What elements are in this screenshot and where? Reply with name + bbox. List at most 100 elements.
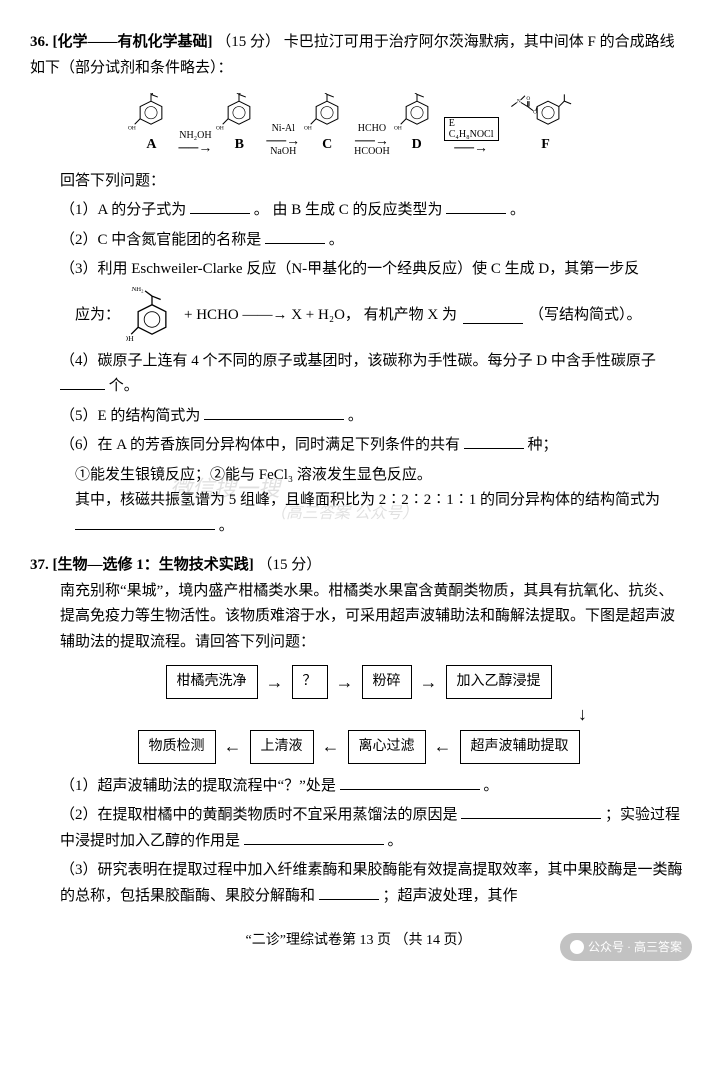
svg-text:O: O — [533, 109, 537, 115]
q36-3-pre: 应为： — [75, 303, 120, 329]
q37-points: （15 分） — [258, 557, 322, 573]
arrow-icon: ← — [434, 731, 452, 762]
q36-4-text-b: 个。 — [109, 378, 139, 394]
reagent-3-bot: HCOOH — [354, 146, 390, 157]
q36-3-post: （写结构简式）。 — [529, 303, 642, 329]
arrow-icon: ──→ — [454, 141, 488, 156]
question-37: 37. [生物—选修 1：生物技术实践] （15 分） 南充别称“果城”，境内盛… — [30, 553, 687, 909]
arrow-4: EC₄H₈NOCl ──→ — [444, 117, 499, 156]
blank — [265, 228, 325, 244]
flow-row-1: 柑橘壳洗净 → ？ → 粉碎 → 加入乙醇浸提 — [30, 665, 687, 699]
flow-box-4: 加入乙醇浸提 — [446, 665, 552, 699]
flow-box-2: ？ — [292, 665, 328, 699]
blank — [461, 803, 601, 819]
structure-C-inline: NH₂ OH — [126, 287, 178, 345]
q36-1-text-c: 。 — [510, 202, 525, 218]
flow-chart: 柑橘壳洗净 → ？ → 粉碎 → 加入乙醇浸提 ↓ 物质检测 ← 上清液 ← 离… — [30, 665, 687, 763]
q36-6-text-a: （6）在 A 的芳香族同分异构体中，同时满足下列条件的共有 — [60, 437, 460, 453]
label-C: C — [322, 133, 332, 157]
label-D: D — [412, 133, 422, 157]
blank — [190, 198, 250, 214]
svg-text:NH₂: NH₂ — [131, 287, 144, 293]
svg-text:OH: OH — [126, 334, 134, 343]
structure-B-icon: NOH OH — [216, 93, 262, 131]
arrow-icon: ← — [322, 731, 340, 762]
blank — [464, 433, 524, 449]
svg-text:OH: OH — [216, 126, 224, 131]
flow-box-1: 柑橘壳洗净 — [166, 665, 258, 699]
q36-1-text-a: （1）A 的分子式为 — [60, 202, 186, 218]
inline-struct-icon: NH₂ OH — [126, 287, 178, 345]
compound-B: NOH OH B — [216, 93, 262, 157]
blank — [319, 884, 379, 900]
structure-D-icon: N OH — [394, 93, 440, 131]
q36-4-text-a: （4）碳原子上连有 4 个不同的原子或基团时，该碳称为手性碳。每分子 D 中含手… — [60, 353, 656, 369]
q36-6-text-b: 种； — [528, 437, 558, 453]
arrow-icon: ──→ — [178, 141, 212, 156]
q36-number: 36. — [30, 34, 49, 50]
svg-text:O: O — [526, 96, 530, 102]
q37-1-text-a: （1）超声波辅助法的提取流程中“？”处是 — [60, 778, 336, 794]
q37-number: 37. — [30, 557, 49, 573]
flow-box-3: 粉碎 — [362, 665, 412, 699]
q36-2: （2）C 中含氮官能团的名称是 。 — [30, 228, 687, 254]
q36-2-text-b: 。 — [329, 232, 344, 248]
flow-down-arrow: ↓ — [30, 709, 687, 720]
label-A: A — [146, 133, 156, 157]
q37-1-text-b: 。 — [483, 778, 498, 794]
q37-3: （3）研究表明在提取过程中加入纤维素酶和果胶酶能有效提高提取效率，其中果胶酶是一… — [30, 858, 687, 909]
arrow-icon: → — [266, 667, 284, 698]
q37-2: （2）在提取柑橘中的黄酮类物质时不宜采用蒸馏法的原因是 ；实验过程中浸提时加入乙… — [30, 803, 687, 854]
q36-1-text-b: 。 由 B 生成 C 的反应类型为 — [254, 202, 443, 218]
q36-tag: [化学——有机化学基础] — [53, 34, 213, 50]
arrow-icon: → — [336, 667, 354, 698]
compound-C: NH₂ OH C — [304, 93, 350, 157]
arrow-2: Ni-Al ──→ NaOH — [266, 123, 300, 156]
q36-header: 36. [化学——有机化学基础] （15 分） 卡巴拉汀可用于治疗阿尔茨海默病，… — [30, 30, 687, 81]
wechat-icon — [570, 940, 584, 954]
q36-5: （5）E 的结构简式为 。 — [30, 404, 687, 430]
svg-text:OH: OH — [128, 126, 136, 131]
label-B: B — [235, 133, 244, 157]
q36-3-mid: + HCHO ——→ X + H₂O， 有机产物 X 为 — [184, 303, 457, 329]
flow-box-6: 离心过滤 — [348, 730, 426, 764]
blank — [340, 774, 480, 790]
compound-D: N OH D — [394, 93, 440, 157]
q36-6-text-d: 其中，核磁共振氢谱为 5 组峰，且峰面积比为 2∶2∶2∶1∶1 的同分异构体的… — [75, 492, 660, 508]
q36-3-eq: 应为： NH₂ OH + HCHO ——→ X + H₂O， 有机产物 X 为 … — [30, 287, 687, 345]
q37-3-text-b: ；超声波处理，其作 — [383, 888, 518, 904]
q36-6-text-e: 。 — [219, 518, 234, 534]
q37-2-text-c: 。 — [388, 833, 403, 849]
q37-header: 37. [生物—选修 1：生物技术实践] （15 分） — [30, 553, 687, 579]
q37-intro: 南充别称“果城”，境内盛产柑橘类水果。柑橘类水果富含黄酮类物质，其具有抗氧化、抗… — [30, 579, 687, 656]
svg-text:N: N — [516, 99, 520, 105]
q36-1: （1）A 的分子式为 。 由 B 生成 C 的反应类型为 。 — [30, 198, 687, 224]
arrow-icon: ← — [224, 731, 242, 762]
compound-A: O OH A — [128, 93, 174, 157]
compound-F: N O O N F — [503, 93, 589, 157]
q36-6-cond: ①能发生银镜反应；②能与 FeCl₃ 溶液发生显色反应。 — [30, 463, 687, 489]
q36-3: （3）利用 Eschweiler-Clarke 反应（N-甲基化的一个经典反应）… — [30, 257, 687, 283]
q36-5-text-b: 。 — [348, 408, 363, 424]
svg-text:OH: OH — [304, 126, 312, 131]
q37-2-text-a: （2）在提取柑橘中的黄酮类物质时不宜采用蒸馏法的原因是 — [60, 807, 458, 823]
q37-1: （1）超声波辅助法的提取流程中“？”处是 。 — [30, 774, 687, 800]
flow-box-7: 上清液 — [250, 730, 314, 764]
blank — [60, 374, 105, 390]
svg-text:OH: OH — [394, 126, 402, 131]
blank — [75, 514, 215, 530]
arrow-3: HCHO ──→ HCOOH — [354, 123, 390, 156]
q36-6: （6）在 A 的芳香族同分异构体中，同时满足下列条件的共有 种； — [30, 433, 687, 459]
structure-A-icon: O OH — [128, 93, 174, 131]
q37-tag: [生物—选修 1：生物技术实践] — [53, 557, 254, 573]
reaction-scheme: O OH A NH₂OH ──→ NOH OH B — [30, 93, 687, 157]
structure-C-icon: NH₂ OH — [304, 93, 350, 131]
q36-3-text-a: （3）利用 Eschweiler-Clarke 反应（N-甲基化的一个经典反应）… — [60, 261, 639, 277]
structure-F-icon: N O O N — [503, 93, 589, 131]
arrow-1: NH₂OH ──→ — [178, 130, 212, 156]
wechat-badge: 公众号 · 高三答案 — [560, 933, 692, 961]
flow-box-5: 超声波辅助提取 — [460, 730, 580, 764]
reagent-E-box: EC₄H₈NOCl — [444, 117, 499, 141]
blank — [244, 829, 384, 845]
svg-text:N: N — [561, 93, 565, 95]
